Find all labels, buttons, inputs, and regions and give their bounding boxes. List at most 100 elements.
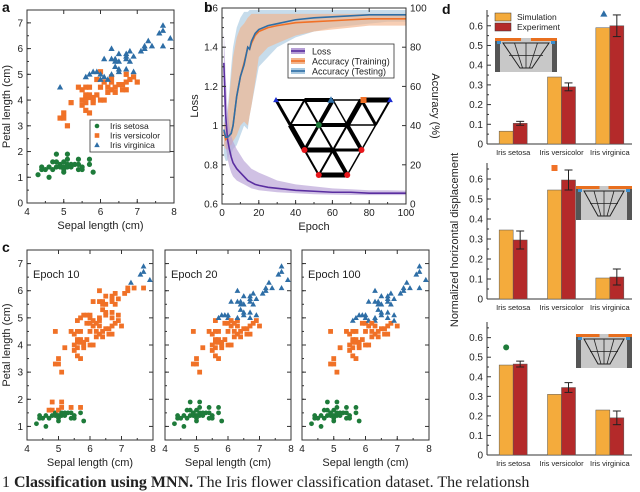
data-point xyxy=(87,342,93,348)
subplot-title: Epoch 100 xyxy=(308,269,361,281)
data-point xyxy=(50,166,56,173)
x-tick-label: 8 xyxy=(171,207,177,218)
photo-bar-left xyxy=(576,186,600,189)
data-point xyxy=(93,334,99,340)
data-point xyxy=(362,314,369,321)
data-point xyxy=(75,166,82,173)
data-point xyxy=(140,263,147,269)
data-point xyxy=(97,299,102,304)
data-point xyxy=(130,68,137,75)
data-point xyxy=(365,298,372,304)
x-tick-label: 7 xyxy=(257,444,263,455)
data-point xyxy=(97,76,104,82)
data-point xyxy=(137,271,144,277)
data-point xyxy=(123,65,130,72)
data-point xyxy=(46,174,52,180)
data-point xyxy=(52,329,58,334)
data-point xyxy=(384,293,391,299)
node-input xyxy=(344,172,351,178)
photo-inset xyxy=(576,334,632,368)
data-point xyxy=(46,407,52,413)
x-axis-label: Sepal length (cm) xyxy=(185,457,271,469)
data-point xyxy=(112,320,118,326)
data-point xyxy=(49,407,55,413)
photo-lattice xyxy=(583,338,625,365)
data-point xyxy=(416,268,423,274)
data-point xyxy=(240,312,247,318)
data-point xyxy=(101,79,107,85)
data-point xyxy=(378,301,385,307)
figure-caption: 1 Classification using MNN. The Iris flo… xyxy=(2,474,640,492)
x-tick-label: 6 xyxy=(363,444,369,455)
y-tick-label: 0.1 xyxy=(469,275,483,286)
data-point xyxy=(400,285,407,291)
data-point xyxy=(375,334,381,340)
category-label: Iris setosa xyxy=(496,148,531,157)
data-point xyxy=(108,71,115,77)
subplot-title: Epoch 20 xyxy=(171,269,217,281)
y-tick-label: 0.6 xyxy=(469,21,483,32)
data-point xyxy=(250,320,256,326)
data-point xyxy=(216,410,221,416)
data-point xyxy=(250,301,257,307)
data-point xyxy=(86,110,93,116)
panel-label-b: b xyxy=(204,0,213,15)
data-point xyxy=(209,348,215,353)
bar-simulation xyxy=(547,76,562,145)
data-point xyxy=(83,100,89,106)
data-point xyxy=(159,22,167,28)
y2-tick-label: 40 xyxy=(410,121,422,132)
data-point xyxy=(400,287,407,293)
data-point xyxy=(184,415,190,421)
data-point xyxy=(216,329,221,334)
data-point xyxy=(366,342,372,348)
photo-clamp-left xyxy=(578,337,582,340)
data-point xyxy=(369,329,375,334)
line-loss xyxy=(223,62,406,195)
data-point xyxy=(101,73,108,80)
data-point xyxy=(90,169,96,175)
data-point xyxy=(369,334,375,340)
legend-swatch xyxy=(494,12,512,22)
data-point xyxy=(130,53,137,59)
data-point xyxy=(68,161,74,167)
data-point xyxy=(64,151,71,157)
data-point xyxy=(237,306,244,312)
data-point xyxy=(75,156,82,162)
data-point xyxy=(100,307,105,313)
network-edge xyxy=(345,98,364,127)
node-versicolor xyxy=(360,97,367,103)
data-point xyxy=(116,82,122,88)
data-point xyxy=(123,71,129,77)
y-tick-label: 0.3 xyxy=(469,80,483,91)
data-point xyxy=(328,329,333,334)
y-tick-label: 3 xyxy=(17,121,23,132)
bar-simulation xyxy=(595,409,611,456)
y-tick-label: 0 xyxy=(17,199,23,210)
data-point xyxy=(181,424,187,429)
data-point xyxy=(403,279,410,285)
panel-d-subplot-1: 0 0.1 0.2 0.3 0.4 0.5 0.6 Iris setosa Iris versi… xyxy=(469,10,632,157)
data-point xyxy=(146,276,153,283)
y-tick-label: 0.5 xyxy=(469,195,483,206)
data-point xyxy=(209,413,215,418)
data-point xyxy=(100,299,105,304)
data-point xyxy=(375,298,382,304)
y-tick-label: 0.4 xyxy=(469,61,483,72)
data-point xyxy=(350,353,356,359)
legend-entry: Accuracy (Training) xyxy=(312,57,390,67)
network-inset xyxy=(273,96,393,178)
data-point xyxy=(100,301,105,307)
data-point xyxy=(141,285,146,291)
data-point xyxy=(97,84,104,90)
legend-marker xyxy=(94,123,100,129)
y-tick-label: 0.6 xyxy=(204,200,218,211)
data-point xyxy=(213,339,218,345)
caption-bold: Classification using MNN. xyxy=(14,474,194,491)
network-edge xyxy=(332,124,349,151)
data-point xyxy=(197,369,203,375)
data-point xyxy=(344,405,349,410)
data-point xyxy=(244,331,250,337)
data-point xyxy=(194,407,199,413)
data-point xyxy=(331,361,337,367)
